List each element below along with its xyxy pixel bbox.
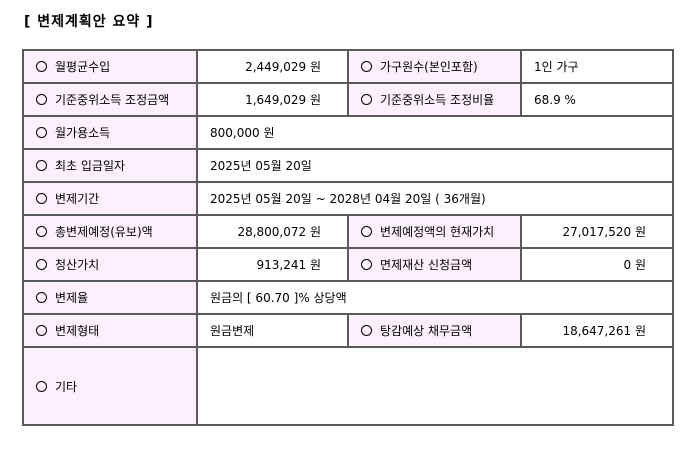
value-cell: 1인 가구 xyxy=(520,49,674,84)
label-cell: 기준중위소득 조정비율 xyxy=(347,82,522,117)
table-row: 기준중위소득 조정금액 1,649,029 원 기준중위소득 조정비율 68.9… xyxy=(22,82,674,117)
table-row: 월평균수입 2,449,029 원 가구원수(본인포함) 1인 가구 xyxy=(22,49,674,84)
label: 변제예정액의 현재가치 xyxy=(380,225,495,239)
table-row: 기타 xyxy=(22,346,674,426)
label-cell: 최초 입금일자 xyxy=(22,148,198,183)
circle-icon xyxy=(36,160,47,171)
table-row: 변제형태 원금변제 탕감예상 채무금액 18,647,261 원 xyxy=(22,313,674,348)
table-row: 변제기간 2025년 05월 20일 ~ 2028년 04월 20일 ( 36개… xyxy=(22,181,674,216)
label-cell: 기준중위소득 조정금액 xyxy=(22,82,198,117)
circle-icon xyxy=(36,292,47,303)
circle-icon xyxy=(36,325,47,336)
circle-icon xyxy=(36,380,47,392)
label: 청산가치 xyxy=(55,258,100,272)
label: 면제재산 신청금액 xyxy=(380,258,473,272)
circle-icon xyxy=(36,127,47,138)
value-cell: 27,017,520 원 xyxy=(520,214,674,249)
value-cell: 2025년 05월 20일 xyxy=(196,148,674,183)
label: 기타 xyxy=(55,379,78,394)
circle-icon xyxy=(361,325,372,336)
label-cell: 탕감예상 채무금액 xyxy=(347,313,522,348)
value-cell: 0 원 xyxy=(520,247,674,282)
label: 월가용소득 xyxy=(55,126,111,140)
value-cell: 800,000 원 xyxy=(196,115,674,150)
value-cell xyxy=(196,346,674,426)
label-cell: 기타 xyxy=(22,346,198,426)
label: 월평균수입 xyxy=(55,60,111,74)
circle-icon xyxy=(361,259,372,270)
circle-icon xyxy=(36,226,47,237)
circle-icon xyxy=(361,226,372,237)
value-cell: 18,647,261 원 xyxy=(520,313,674,348)
table-row: 최초 입금일자 2025년 05월 20일 xyxy=(22,148,674,183)
value-cell: 원금의 [ 60.70 ]% 상당액 xyxy=(196,280,674,315)
label: 변제형태 xyxy=(55,324,100,338)
summary-table: 월평균수입 2,449,029 원 가구원수(본인포함) 1인 가구 기준중위소… xyxy=(22,49,674,426)
label-cell: 면제재산 신청금액 xyxy=(347,247,522,282)
label: 최초 입금일자 xyxy=(55,159,126,173)
label-cell: 월평균수입 xyxy=(22,49,198,84)
value-cell: 913,241 원 xyxy=(196,247,349,282)
label-cell: 청산가치 xyxy=(22,247,198,282)
table-row: 총변제예정(유보)액 28,800,072 원 변제예정액의 현재가치 27,0… xyxy=(22,214,674,249)
value-cell: 28,800,072 원 xyxy=(196,214,349,249)
table-row: 청산가치 913,241 원 면제재산 신청금액 0 원 xyxy=(22,247,674,282)
label: 기준중위소득 조정비율 xyxy=(380,93,495,107)
label-cell: 변제기간 xyxy=(22,181,198,216)
table-row: 변제율 원금의 [ 60.70 ]% 상당액 xyxy=(22,280,674,315)
circle-icon xyxy=(36,259,47,270)
label: 기준중위소득 조정금액 xyxy=(55,93,170,107)
table-row: 월가용소득 800,000 원 xyxy=(22,115,674,150)
value-cell: 2025년 05월 20일 ~ 2028년 04월 20일 ( 36개월) xyxy=(196,181,674,216)
label-cell: 가구원수(본인포함) xyxy=(347,49,522,84)
label: 탕감예상 채무금액 xyxy=(380,324,473,338)
label: 변제율 xyxy=(55,291,89,305)
value-cell: 2,449,029 원 xyxy=(196,49,349,84)
circle-icon xyxy=(36,193,47,204)
label-cell: 총변제예정(유보)액 xyxy=(22,214,198,249)
label: 가구원수(본인포함) xyxy=(380,60,478,74)
circle-icon xyxy=(361,94,372,105)
value-cell: 1,649,029 원 xyxy=(196,82,349,117)
circle-icon xyxy=(36,94,47,105)
label-cell: 변제율 xyxy=(22,280,198,315)
page-title: [ 변제계획안 요약 ] xyxy=(24,14,154,30)
value-cell: 원금변제 xyxy=(196,313,349,348)
label: 변제기간 xyxy=(55,192,100,206)
value-cell: 68.9 % xyxy=(520,82,674,117)
circle-icon xyxy=(36,61,47,72)
label-cell: 변제예정액의 현재가치 xyxy=(347,214,522,249)
label: 총변제예정(유보)액 xyxy=(55,225,153,239)
label-cell: 월가용소득 xyxy=(22,115,198,150)
circle-icon xyxy=(361,61,372,72)
label-cell: 변제형태 xyxy=(22,313,198,348)
